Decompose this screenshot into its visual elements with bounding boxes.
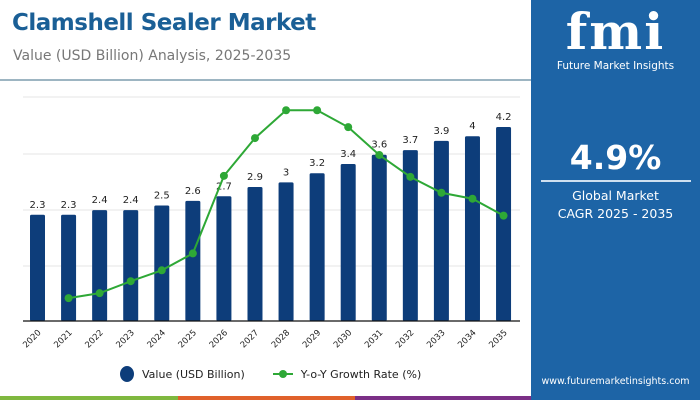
legend: Value (USD Billion) Y-o-Y Growth Rate (%… [120, 366, 421, 382]
legend-bar-swatch [120, 366, 134, 382]
bar-value-label: 2.7 [216, 181, 232, 192]
bar [278, 182, 294, 321]
bar [371, 154, 387, 321]
growth-point [468, 194, 477, 203]
bar [496, 127, 512, 321]
x-tick-label: 2021 [52, 328, 74, 350]
legend-bar-label: Value (USD Billion) [142, 367, 245, 381]
x-tick-label: 2027 [239, 328, 261, 350]
growth-point [375, 150, 384, 159]
bar-value-label: 2.9 [247, 172, 263, 183]
info-panel: fmi Future Market Insights 4.9% Global M… [531, 0, 700, 400]
growth-point [188, 249, 197, 258]
cagr-label-line2: CAGR 2025 - 2035 [557, 206, 674, 221]
legend-line-label: Y-o-Y Growth Rate (%) [300, 367, 422, 381]
x-tick-label: 2028 [270, 328, 292, 350]
growth-point [313, 106, 322, 115]
strip-purple [355, 396, 531, 400]
bar [92, 210, 108, 321]
chart-area: 2.3 2020 2.3 2021 2.4 2022 2.4 2023 2.5 2024 2.6 20… [21, 96, 520, 350]
x-tick-label: 2031 [363, 328, 385, 350]
x-tick-label: 2033 [425, 328, 447, 350]
fmi-logo: fmi [565, 2, 666, 61]
bar-value-label: 3.7 [402, 135, 418, 146]
cagr-label-line1: Global Market [572, 188, 659, 203]
bar-value-label: 2.4 [92, 195, 108, 206]
bar-value-label: 2.4 [123, 195, 139, 206]
x-tick-label: 2020 [21, 328, 43, 350]
chart-title: Clamshell Sealer Market [12, 10, 316, 36]
bar [154, 205, 170, 321]
bar-value-label: 3.4 [340, 149, 356, 160]
bar-value-label: 3.6 [371, 140, 387, 151]
chart-subtitle: Value (USD Billion) Analysis, 2025-2035 [13, 48, 292, 64]
logo-company-name: Future Market Insights [556, 60, 675, 72]
x-tick-label: 2032 [394, 328, 416, 350]
bar [123, 210, 139, 321]
header-divider [0, 79, 531, 81]
bar-value-label: 2.3 [61, 200, 77, 211]
bar-value-label: 3 [283, 167, 289, 178]
strip-green [0, 396, 178, 400]
bar-value-label: 2.6 [185, 186, 201, 197]
growth-point [64, 294, 73, 303]
bar [185, 200, 201, 321]
growth-point [437, 188, 446, 197]
growth-point [126, 277, 135, 286]
legend-line-swatch [272, 370, 293, 378]
x-tick-label: 2035 [487, 328, 509, 350]
bar [247, 187, 263, 321]
bar [464, 136, 480, 321]
growth-point [250, 134, 259, 143]
bar-value-label: 2.3 [30, 200, 46, 211]
bar-value-label: 4 [469, 121, 475, 132]
bar [433, 140, 449, 321]
bar [61, 214, 77, 321]
x-tick-label: 2025 [177, 328, 199, 350]
growth-point [499, 211, 508, 220]
x-tick-label: 2029 [301, 328, 323, 350]
x-tick-label: 2034 [456, 328, 478, 350]
x-tick-label: 2024 [146, 328, 168, 350]
bar [402, 150, 418, 321]
cagr-divider [541, 180, 691, 182]
growth-point [95, 289, 104, 298]
growth-point [406, 172, 415, 181]
growth-point [219, 171, 228, 180]
growth-point [344, 123, 353, 132]
x-tick-label: 2030 [332, 328, 354, 350]
bar-value-label: 3.2 [309, 158, 325, 169]
x-tick-label: 2022 [83, 328, 105, 350]
growth-point [282, 106, 291, 115]
bar-value-label: 4.2 [496, 112, 512, 123]
cagr-value: 4.9% [569, 138, 662, 177]
bar [216, 196, 232, 321]
x-tick-label: 2023 [114, 328, 136, 350]
bar-value-label: 3.9 [433, 126, 449, 137]
bar-value-label: 2.5 [154, 191, 170, 202]
bar [309, 173, 325, 321]
x-tick-label: 2026 [208, 328, 230, 350]
bar [30, 214, 45, 321]
bar [340, 163, 356, 321]
website-link[interactable]: www.futuremarketinsights.com [541, 376, 690, 387]
growth-point [157, 266, 166, 275]
strip-orange [178, 396, 355, 400]
